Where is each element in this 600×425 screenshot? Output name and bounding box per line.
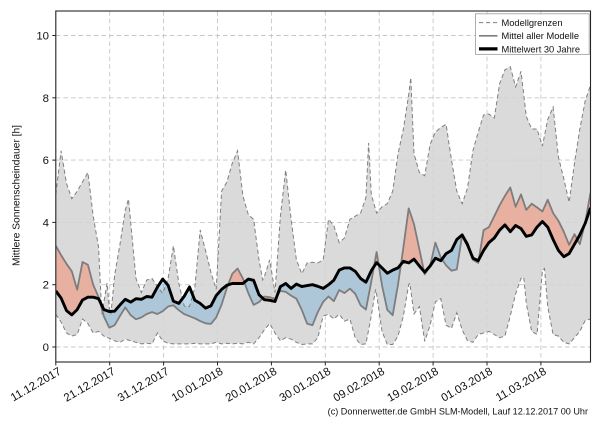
svg-text:Modellgrenzen: Modellgrenzen: [502, 18, 563, 28]
svg-text:0: 0: [43, 342, 49, 354]
svg-text:8: 8: [43, 93, 49, 105]
svg-text:Mittelwert 30 Jahre: Mittelwert 30 Jahre: [502, 44, 581, 54]
svg-text:(c) Donnerwetter.de GmbH SLM-M: (c) Donnerwetter.de GmbH SLM-Modell, Lau…: [328, 407, 588, 417]
svg-text:Mittlere Sonnenscheindauer [h]: Mittlere Sonnenscheindauer [h]: [12, 125, 23, 266]
svg-text:Mittel aller Modelle: Mittel aller Modelle: [502, 31, 580, 41]
svg-text:6: 6: [43, 155, 49, 167]
svg-text:10: 10: [36, 31, 49, 43]
svg-text:4: 4: [43, 217, 49, 229]
svg-text:2: 2: [43, 280, 49, 292]
